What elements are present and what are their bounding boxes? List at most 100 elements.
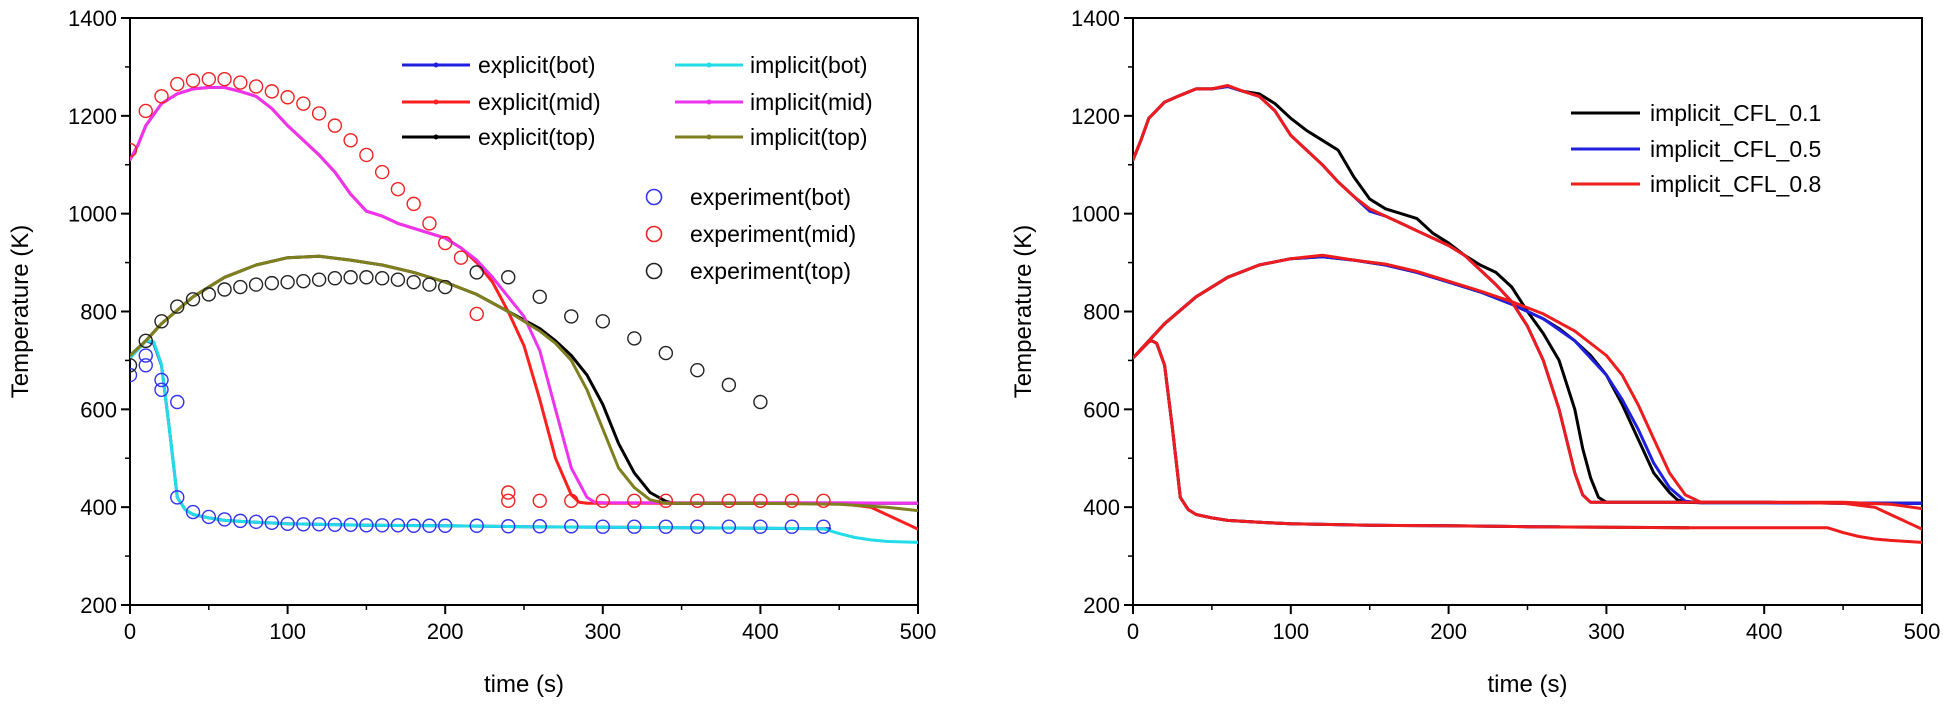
data-point-experiment-bot- (138, 358, 153, 373)
data-point-experiment-top- (422, 277, 437, 292)
data-point-experiment-bot- (170, 394, 185, 410)
data-point-experiment-bot- (784, 519, 800, 534)
series-line-explicit-bot- (130, 339, 832, 531)
data-point-experiment-mid- (501, 493, 516, 509)
data-point-experiment-bot- (154, 382, 169, 397)
legend-marker (645, 225, 663, 243)
data-point-experiment-top- (343, 270, 358, 285)
data-point-experiment-bot- (170, 490, 185, 505)
legend-label: explicit(top) (478, 124, 596, 150)
data-point-experiment-top- (217, 282, 232, 297)
data-point-experiment-mid- (390, 182, 406, 197)
x-tick-label: 300 (1588, 619, 1625, 644)
legend-label: implicit_CFL_0.8 (1650, 171, 1821, 197)
data-point-experiment-bot- (501, 519, 516, 534)
legend-label: explicit(bot) (478, 52, 596, 78)
data-point-experiment-top- (753, 394, 768, 410)
data-point-experiment-mid- (248, 79, 264, 94)
series-line-implicit-cfl-0-1 (1133, 339, 1690, 530)
data-point-experiment-bot- (327, 517, 343, 532)
x-tick-label: 400 (742, 619, 779, 644)
series-line-implicit-cfl-0-5 (1133, 255, 1922, 505)
data-point-experiment-bot- (406, 518, 421, 533)
data-point-experiment-mid- (564, 493, 579, 509)
y-tick-label: 600 (80, 397, 117, 422)
x-tick-label: 0 (124, 619, 136, 644)
data-point-experiment-mid- (201, 71, 217, 87)
legend-marker (645, 262, 663, 280)
series-line-implicit-bot- (130, 339, 918, 544)
legend-swatch-dot (706, 62, 712, 68)
data-point-experiment-mid- (374, 164, 390, 180)
data-point-experiment-top- (185, 292, 201, 307)
data-point-experiment-mid- (359, 147, 374, 163)
y-tick-label: 1400 (68, 6, 117, 31)
data-point-experiment-mid- (438, 235, 453, 251)
x-tick-label: 200 (427, 619, 464, 644)
data-point-experiment-bot- (248, 514, 264, 530)
data-point-experiment-top- (359, 270, 374, 285)
y-tick-label: 1200 (1071, 104, 1120, 129)
x-tick-label: 100 (1272, 619, 1309, 644)
data-point-experiment-bot- (311, 517, 327, 532)
data-point-experiment-mid- (595, 493, 610, 509)
data-point-experiment-bot- (374, 518, 390, 533)
data-point-experiment-mid- (280, 90, 295, 105)
data-point-experiment-mid- (217, 71, 232, 87)
series-line-implicit-cfl-0-8 (1133, 339, 1922, 544)
data-point-experiment-mid- (170, 76, 185, 92)
data-point-experiment-bot- (627, 519, 642, 534)
data-point-experiment-mid- (453, 250, 469, 265)
data-point-experiment-mid- (501, 485, 516, 500)
data-point-experiment-bot- (595, 519, 610, 534)
y-tick-label: 200 (1083, 593, 1120, 618)
data-point-experiment-top- (296, 273, 311, 289)
series-line-implicit-cfl-0-8 (1133, 84, 1922, 531)
data-point-experiment-mid- (296, 96, 311, 111)
data-point-experiment-top- (233, 279, 248, 295)
data-point-experiment-bot- (721, 519, 737, 534)
data-point-experiment-top- (130, 358, 138, 373)
plot-area (1133, 84, 1922, 544)
legend-label: implicit(top) (750, 124, 868, 150)
y-axis-label: Temperature (K) (1010, 225, 1037, 398)
legend: explicit(bot) explicit(mid) explicit(top) i… (402, 52, 873, 284)
data-point-experiment-top- (138, 333, 153, 349)
data-point-experiment-mid- (311, 106, 327, 121)
data-point-experiment-top- (248, 277, 264, 292)
legend-swatch-dot (706, 99, 712, 105)
legend-label: explicit(mid) (478, 89, 601, 115)
x-axis-label: time (s) (1488, 671, 1568, 698)
data-point-experiment-bot- (217, 512, 232, 527)
x-tick-label: 0 (1127, 619, 1139, 644)
data-point-experiment-top- (690, 363, 705, 378)
data-point-experiment-bot- (130, 367, 138, 383)
data-point-experiment-top- (564, 309, 579, 324)
data-point-experiment-top- (595, 314, 610, 329)
x-tick-label: 100 (269, 619, 306, 644)
data-point-experiment-bot- (296, 517, 311, 532)
data-point-experiment-bot- (185, 504, 201, 520)
series-line-implicit-cfl-0-5 (1133, 339, 1561, 529)
y-tick-label: 800 (80, 300, 117, 325)
y-tick-label: 200 (80, 593, 117, 618)
plot-area (130, 71, 918, 544)
data-point-experiment-bot- (690, 519, 705, 534)
data-point-experiment-mid- (138, 103, 153, 119)
data-point-experiment-mid- (532, 493, 547, 509)
data-point-experiment-mid- (343, 133, 358, 148)
data-point-experiment-bot- (469, 518, 484, 533)
data-point-experiment-mid- (816, 493, 831, 509)
data-point-experiment-bot- (233, 513, 248, 529)
data-point-experiment-bot- (201, 509, 217, 525)
legend-marker (645, 188, 663, 206)
data-point-experiment-mid- (658, 493, 674, 509)
data-point-experiment-mid- (264, 84, 280, 99)
data-point-experiment-mid- (721, 493, 737, 509)
data-point-experiment-bot- (359, 518, 374, 533)
data-point-experiment-top- (280, 274, 295, 290)
data-point-experiment-mid- (627, 493, 642, 509)
data-point-experiment-bot- (658, 519, 674, 534)
legend-swatch-dot (433, 134, 439, 140)
legend-label: experiment(top) (690, 258, 851, 284)
